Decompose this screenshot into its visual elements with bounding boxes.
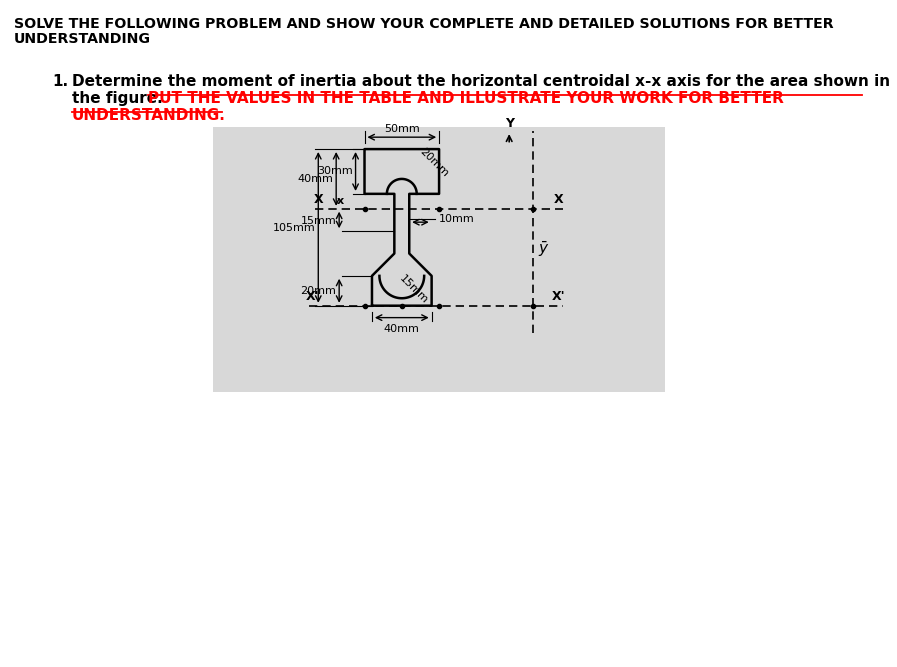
Bar: [213, 127, 665, 392]
Text: 50mm: 50mm: [384, 124, 420, 134]
Text: SOLVE THE FOLLOWING PROBLEM AND SHOW YOUR COMPLETE AND DETAILED SOLUTIONS FOR BE: SOLVE THE FOLLOWING PROBLEM AND SHOW YOU…: [14, 17, 833, 31]
Text: 105mm: 105mm: [273, 223, 316, 233]
Text: X: X: [553, 193, 563, 206]
Text: 15mm: 15mm: [397, 273, 430, 305]
Text: 20mm: 20mm: [300, 285, 336, 295]
Text: Determine the moment of inertia about the horizontal centroidal x-x axis for the: Determine the moment of inertia about th…: [72, 74, 890, 89]
Text: Y: Y: [505, 117, 514, 129]
Text: UNDERSTANDING: UNDERSTANDING: [14, 32, 151, 46]
Text: 40mm: 40mm: [297, 174, 333, 184]
Text: 10mm: 10mm: [439, 214, 475, 224]
Text: 20mm: 20mm: [418, 146, 450, 179]
Text: 15mm: 15mm: [300, 215, 336, 225]
Text: X': X': [306, 289, 319, 303]
Text: 1.: 1.: [52, 74, 68, 89]
Text: $\bar{y}$: $\bar{y}$: [537, 239, 549, 259]
Text: x: x: [337, 196, 344, 206]
Text: the figure.: the figure.: [72, 91, 162, 106]
Text: PUT THE VALUES IN THE TABLE AND ILLUSTRATE YOUR WORK FOR BETTER: PUT THE VALUES IN THE TABLE AND ILLUSTRA…: [148, 91, 784, 106]
Text: 40mm: 40mm: [384, 323, 420, 334]
Text: 30mm: 30mm: [317, 167, 353, 177]
Text: UNDERSTANDING.: UNDERSTANDING.: [72, 108, 226, 123]
Text: X': X': [552, 289, 565, 303]
Text: X: X: [313, 193, 323, 206]
